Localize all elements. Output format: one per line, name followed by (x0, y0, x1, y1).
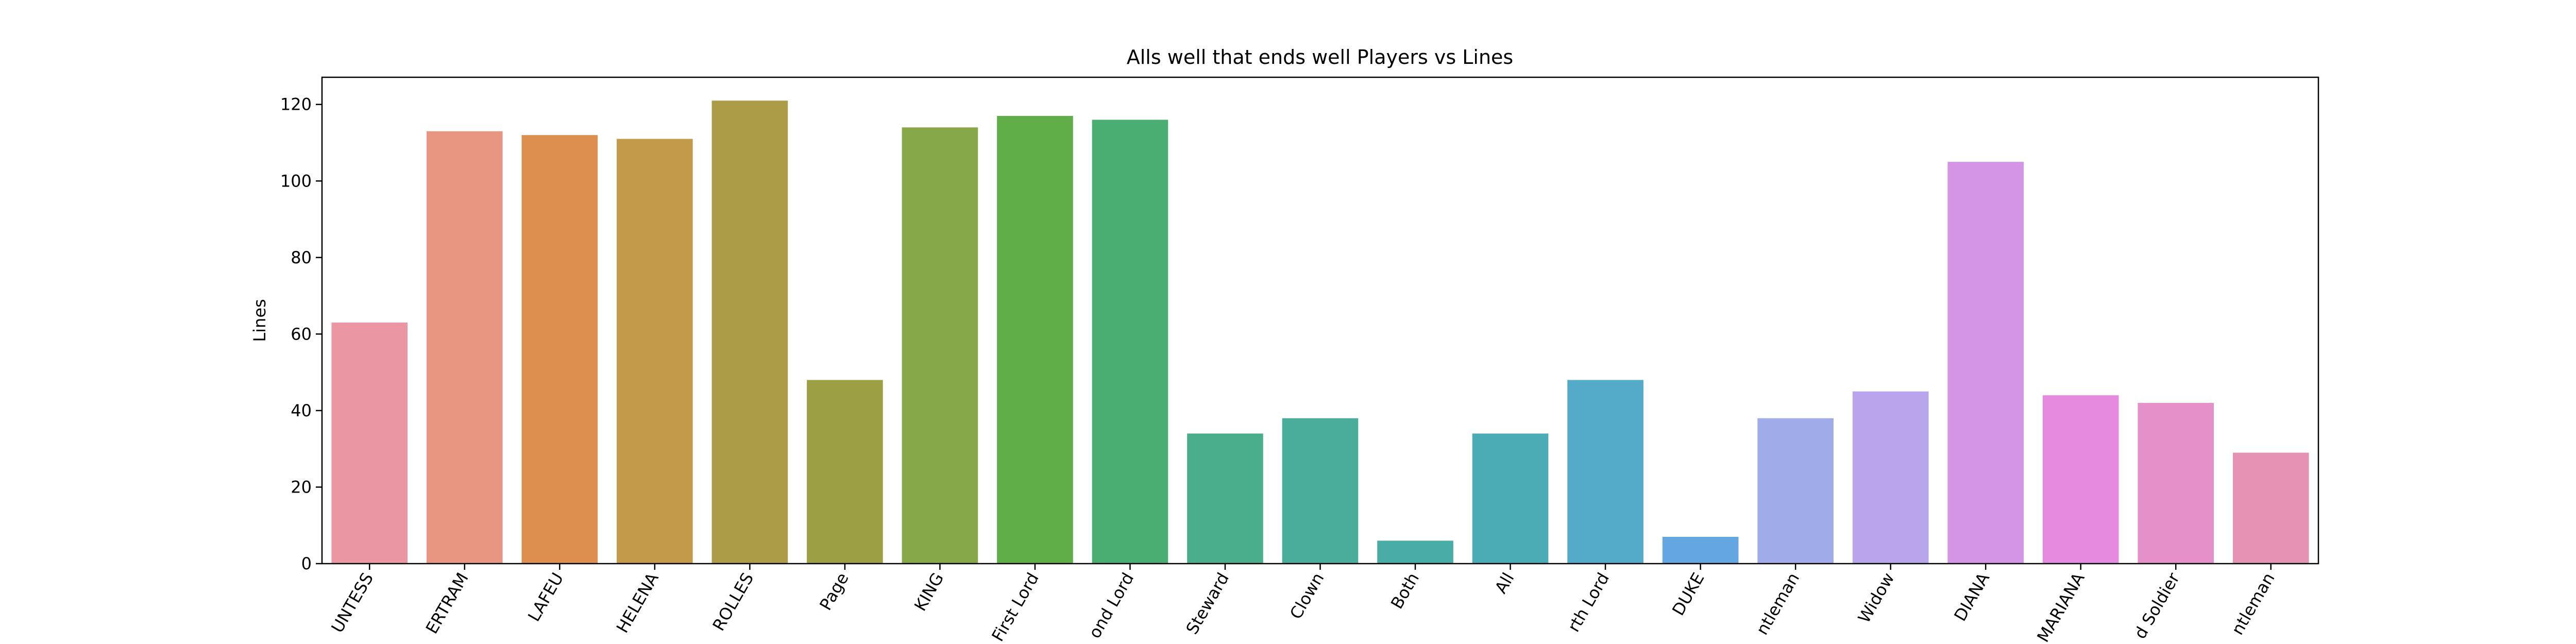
bar (2138, 403, 2214, 564)
y-tick-label: 0 (301, 554, 312, 573)
x-tick-label: MARIANA (2033, 569, 2088, 644)
bar (617, 139, 693, 564)
x-tick-label: ROLLES (709, 569, 758, 634)
x-tick-label: d Soldier (2130, 569, 2184, 642)
bar (1757, 418, 1834, 564)
x-tick-label: rth Lord (1564, 569, 1613, 635)
y-tick-label: 80 (291, 248, 312, 267)
bar (711, 100, 788, 564)
bar (1187, 433, 1263, 564)
y-tick-label: 100 (280, 171, 312, 191)
x-tick-label: ntleman (2228, 569, 2279, 638)
x-tick-label: DUKE (1668, 569, 1708, 619)
bar (1662, 537, 1739, 564)
y-tick-label: 60 (291, 324, 312, 344)
y-axis-label: Lines (250, 299, 269, 342)
bar (1282, 418, 1359, 564)
y-tick-label: 40 (291, 401, 312, 420)
bar (1947, 162, 2024, 564)
bar (521, 135, 598, 564)
plot-frame (321, 76, 2319, 565)
x-tick-label: LAFEU (524, 569, 567, 625)
x-tick-label: All (1491, 569, 1518, 597)
bar (1472, 433, 1549, 564)
bar (997, 116, 1073, 564)
x-tick-label: HELENA (613, 569, 663, 636)
x-tick-label: Clown (1286, 569, 1328, 622)
x-tick-label: ntleman (1752, 569, 1803, 638)
x-tick-label: DIANA (1950, 569, 1993, 624)
bar (331, 323, 408, 564)
x-tick-label: Page (816, 569, 853, 614)
bar (807, 380, 883, 564)
bar (1852, 391, 1929, 564)
bar (902, 127, 978, 564)
x-tick-label: Widow (1854, 569, 1899, 626)
x-tick-label: First Lord (988, 569, 1043, 644)
chart-title: Alls well that ends well Players vs Line… (1127, 46, 1513, 69)
x-tick-label: ond Lord (1084, 569, 1138, 641)
x-tick-label: UNTESS (327, 569, 377, 636)
x-tick-label: KING (910, 569, 947, 615)
x-tick-label: Both (1387, 569, 1423, 612)
y-tick-label: 120 (280, 95, 312, 114)
bar (2232, 452, 2309, 564)
bar (426, 131, 503, 564)
y-tick-label: 20 (291, 477, 312, 497)
bar (2042, 395, 2119, 564)
bar (1567, 380, 1643, 564)
x-tick-label: Steward (1182, 569, 1233, 638)
x-tick-label: ERTRAM (422, 569, 472, 637)
bar (1377, 540, 1453, 564)
bar (1092, 120, 1168, 564)
